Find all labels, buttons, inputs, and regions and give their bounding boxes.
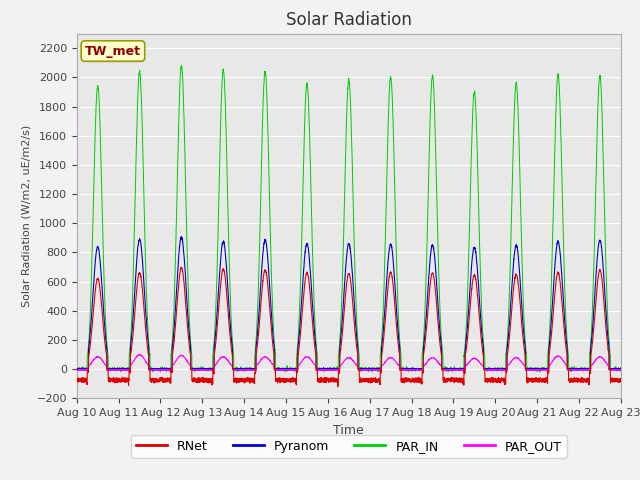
X-axis label: Time: Time — [333, 424, 364, 437]
Y-axis label: Solar Radiation (W/m2, uE/m2/s): Solar Radiation (W/m2, uE/m2/s) — [21, 125, 31, 307]
Title: Solar Radiation: Solar Radiation — [286, 11, 412, 29]
Legend: RNet, Pyranom, PAR_IN, PAR_OUT: RNet, Pyranom, PAR_IN, PAR_OUT — [131, 435, 567, 458]
Text: TW_met: TW_met — [85, 45, 141, 58]
